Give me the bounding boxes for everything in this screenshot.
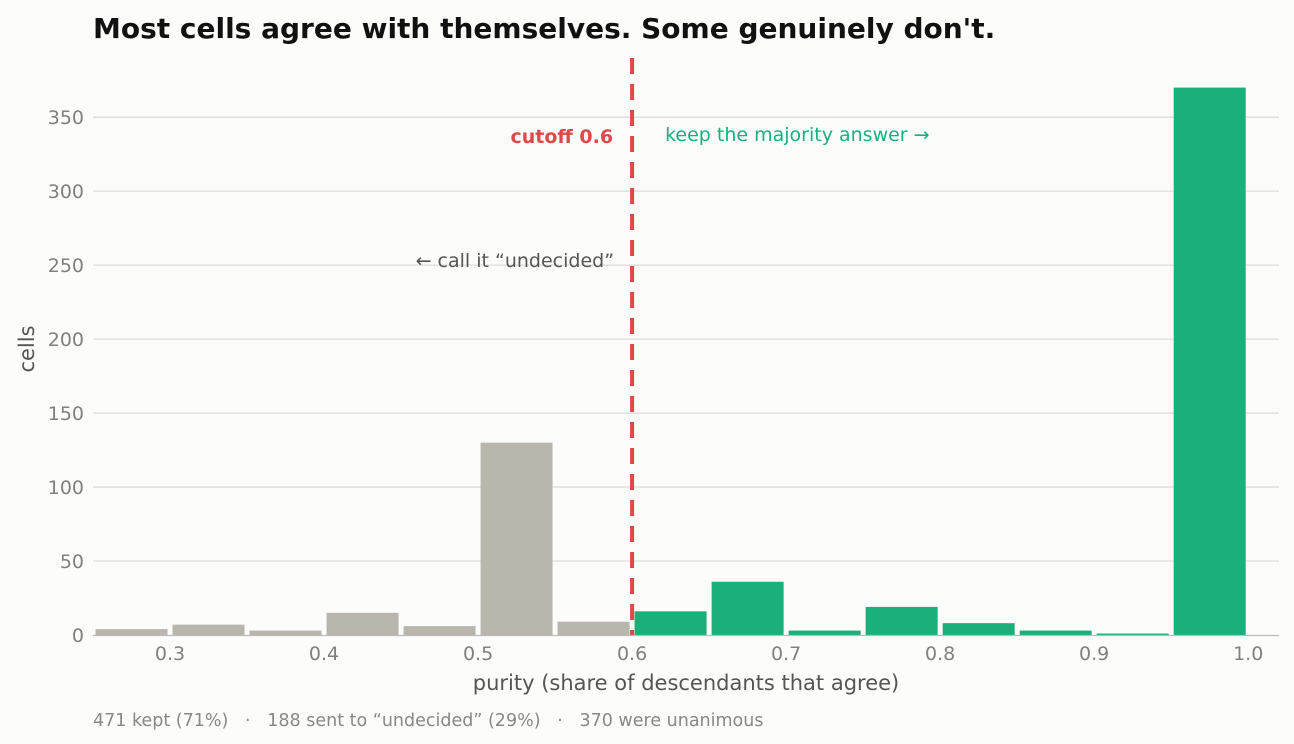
x-tick-label: 0.8 <box>925 643 955 665</box>
x-tick-label: 0.4 <box>309 643 339 665</box>
x-tick-label: 0.5 <box>463 643 493 665</box>
bars <box>95 87 1246 636</box>
annotations: cutoff 0.6 keep the majority answer → ← ca… <box>416 58 930 635</box>
y-tick-label: 350 <box>48 107 84 129</box>
bar-undecided <box>557 621 630 635</box>
axes: 0 50 100 150 200 250 300 350 0.3 0.4 0.5 0.6 0.7 0.8 0… <box>48 107 1279 665</box>
y-tick-label: 150 <box>48 403 84 425</box>
bar-kept <box>1173 87 1246 636</box>
undecided-annotation: ← call it “undecided” <box>416 250 614 272</box>
bar-undecided <box>403 626 476 635</box>
y-tick-label: 300 <box>48 181 84 203</box>
bar-kept <box>942 623 1015 635</box>
y-axis-label: cells <box>15 325 39 372</box>
bar-kept <box>1019 630 1092 635</box>
bar-undecided <box>172 624 245 635</box>
bar-undecided <box>95 629 168 635</box>
chart-title: Most cells agree with themselves. Some g… <box>93 12 995 45</box>
bar-kept <box>865 606 938 635</box>
bar-kept <box>1096 633 1169 635</box>
gridlines <box>93 116 1279 562</box>
kept-annotation: keep the majority answer → <box>665 124 930 146</box>
x-tick-label: 0.7 <box>771 643 801 665</box>
bar-kept <box>711 581 784 635</box>
bar-kept <box>634 611 707 635</box>
footnote: 471 kept (71%) · 188 sent to “undecided”… <box>93 711 763 731</box>
y-tick-label: 200 <box>48 329 84 351</box>
cutoff-label: cutoff 0.6 <box>510 126 613 148</box>
x-axis-label: purity (share of descendants that agree) <box>473 671 900 695</box>
bar-undecided <box>249 630 322 635</box>
y-tick-label: 250 <box>48 255 84 277</box>
y-tick-label: 100 <box>48 477 84 499</box>
bar-kept <box>788 630 861 635</box>
bar-undecided <box>480 442 553 635</box>
x-tick-label: 0.3 <box>155 643 185 665</box>
y-tick-label: 0 <box>72 625 84 647</box>
x-tick-label: 0.6 <box>617 643 647 665</box>
x-tick-label: 1.0 <box>1233 643 1263 665</box>
x-tick-label: 0.9 <box>1079 643 1109 665</box>
y-tick-label: 50 <box>60 551 84 573</box>
bar-undecided <box>326 612 399 635</box>
